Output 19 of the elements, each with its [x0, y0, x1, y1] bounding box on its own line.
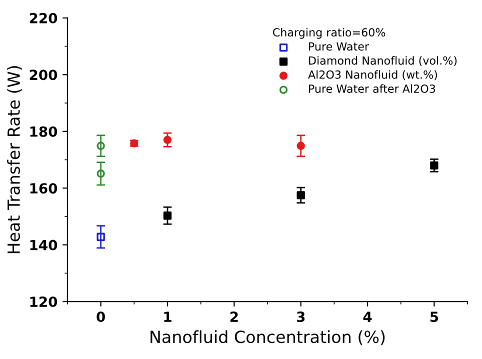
x-tick-label: 4: [363, 312, 372, 322]
legend-label: Pure Water after Al2O3: [309, 84, 436, 93]
y-tick-label: 120: [30, 296, 58, 308]
y-tick-label: 140: [30, 240, 58, 250]
y-tick-label: 200: [30, 70, 58, 80]
legend-label: Pure Water: [309, 42, 370, 51]
y-axis-title: Heat Transfer Rate (W): [7, 66, 22, 254]
x-tick-label: 0: [96, 312, 105, 322]
legend-label: Diamond Nanofluid (vol.%): [309, 56, 457, 66]
y-tick-label: 180: [30, 126, 58, 137]
x-tick-label: 5: [430, 312, 438, 322]
y-tick-label: 220: [30, 12, 58, 24]
x-tick-label: 2: [230, 312, 238, 322]
x-axis-title: Nanofluid Concentration (%): [150, 330, 385, 346]
x-tick-label: 3: [296, 312, 305, 322]
x-tick-label: 1: [164, 312, 172, 322]
legend-label: Al2O3 Nanofluid (wt.%): [308, 70, 437, 80]
legend-title: Charging ratio=60%: [273, 28, 386, 39]
y-tick-label: 160: [30, 183, 58, 194]
